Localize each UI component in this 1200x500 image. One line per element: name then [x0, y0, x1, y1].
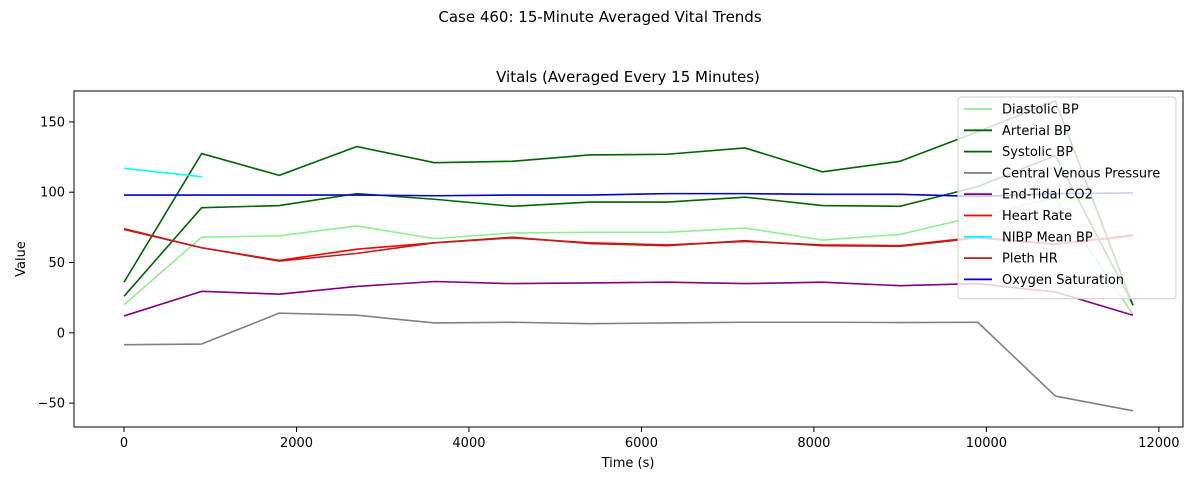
plot-area — [73, 90, 1184, 428]
legend-label: Heart Rate — [1002, 209, 1072, 224]
y-tick-label: 0 — [57, 326, 65, 341]
y-axis-label: Value — [14, 241, 29, 277]
x-tick-label: 12000 — [1138, 436, 1179, 451]
legend-label: Pleth HR — [1002, 252, 1058, 267]
legend-label: Systolic BP — [1002, 145, 1073, 160]
legend-label: Arterial BP — [1002, 124, 1071, 139]
legend: Diastolic BP Arterial BP Systolic BP Centra… — [957, 96, 1177, 300]
x-tick-label: 6000 — [625, 436, 658, 451]
chart-title: Vitals (Averaged Every 15 Minutes) — [496, 68, 760, 86]
x-tick-label: 2000 — [280, 436, 313, 451]
legend-label: Oxygen Saturation — [1002, 273, 1124, 288]
x-tick-label: 4000 — [452, 436, 485, 451]
legend-label: Diastolic BP — [1002, 103, 1079, 118]
figure-title: Case 460: 15-Minute Averaged Vital Trend… — [438, 8, 761, 26]
legend-box — [957, 96, 1177, 300]
legend-label: End-Tidal CO2 — [1002, 188, 1093, 203]
axis-ticks: 0 2000 4000 6000 8000 10000 12000 −50 0 50 100 150 — [38, 115, 1180, 451]
legend-label: Central Venous Pressure — [1002, 166, 1160, 181]
series-line-central-venous-pressure — [124, 312, 1134, 412]
legend-label: NIBP Mean BP — [1002, 230, 1093, 245]
x-tick-label: 8000 — [797, 436, 830, 451]
y-tick-label: 50 — [48, 256, 65, 271]
y-tick-label: 100 — [40, 186, 65, 201]
x-tick-label: 10000 — [966, 436, 1007, 451]
x-tick-label: 0 — [120, 436, 128, 451]
y-tick-label: 150 — [40, 115, 65, 130]
series-line-nibp-mean-bp — [123, 167, 202, 178]
x-axis-label: Time (s) — [601, 456, 655, 471]
y-tick-label: −50 — [38, 397, 65, 412]
